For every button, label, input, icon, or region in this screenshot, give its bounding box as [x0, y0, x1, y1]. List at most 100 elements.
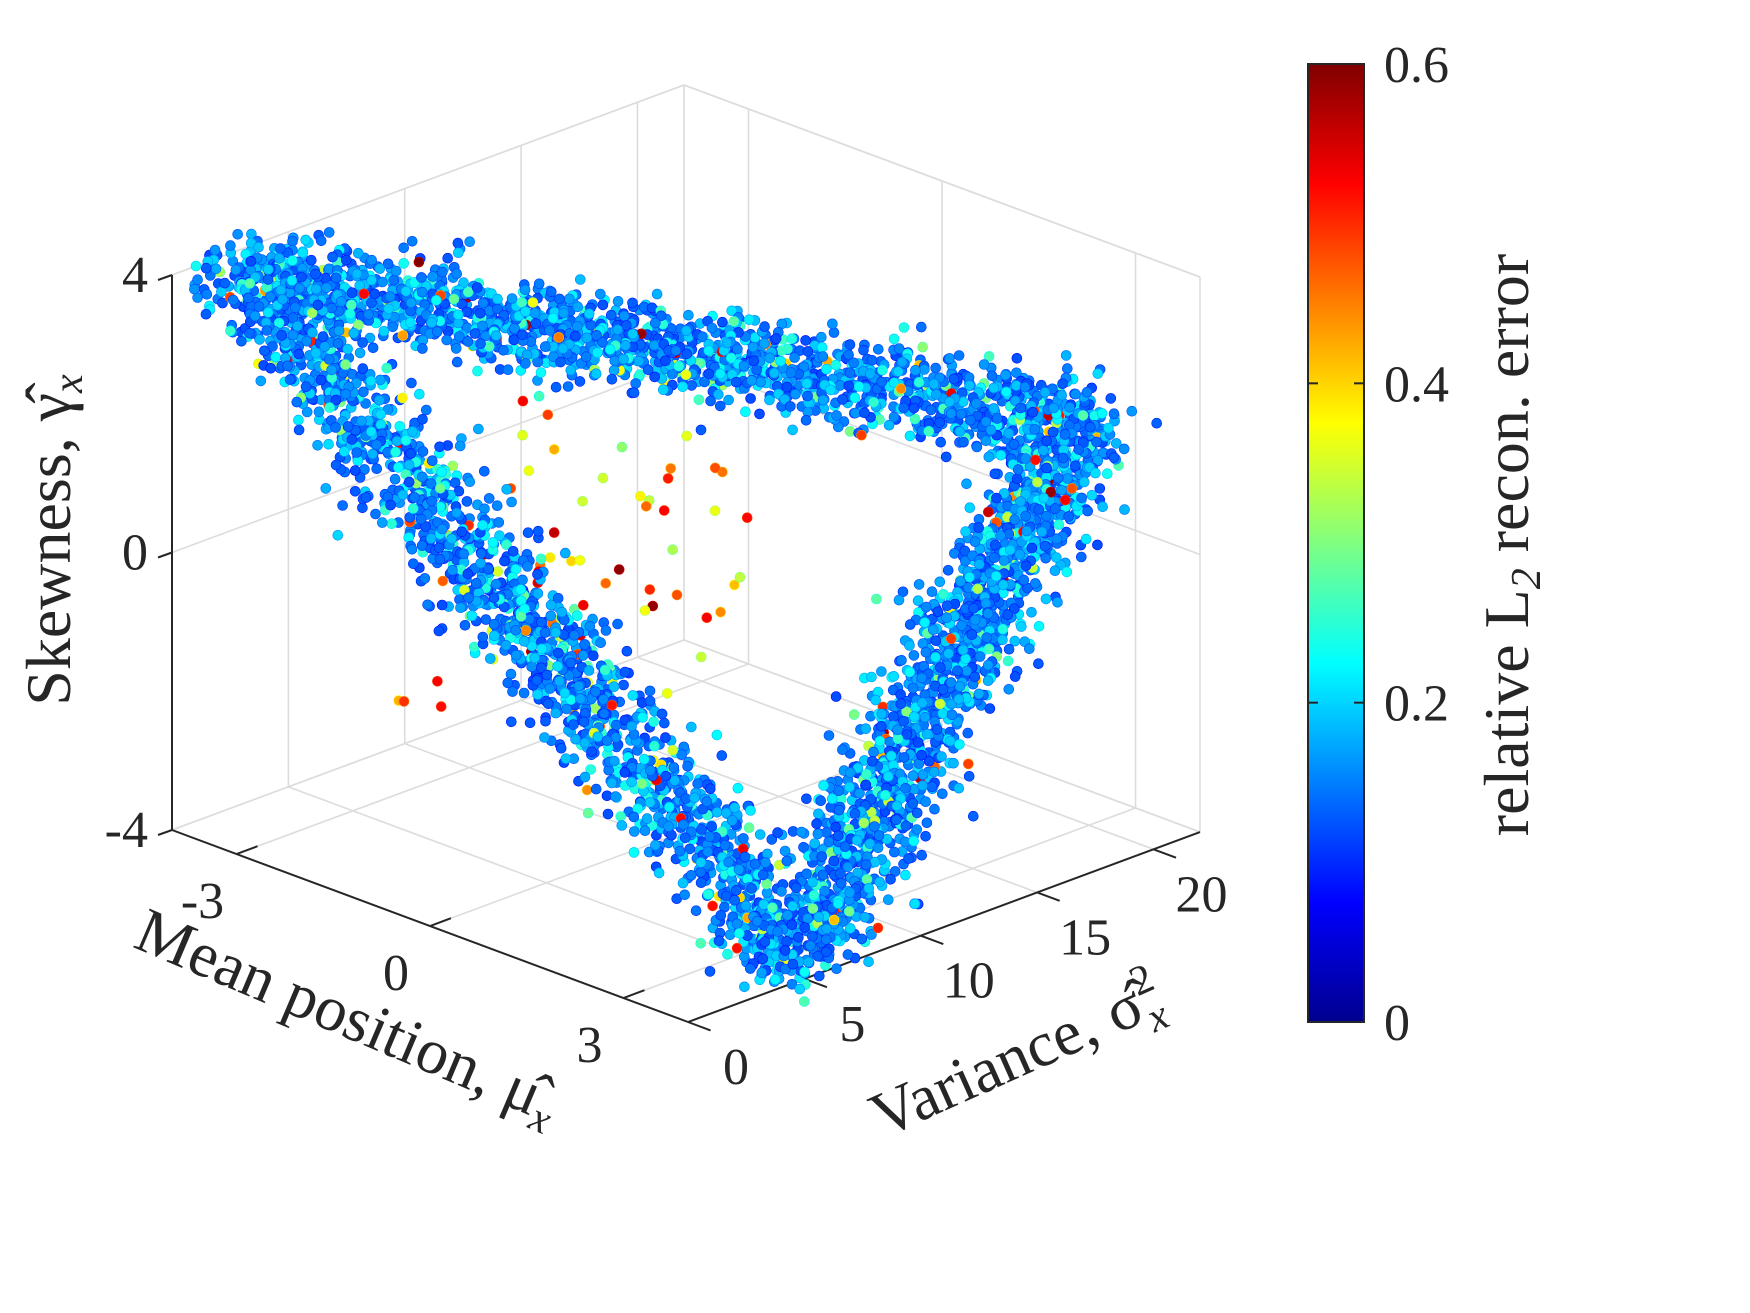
data-point: [535, 553, 547, 565]
data-point: [908, 650, 920, 661]
data-point: [536, 643, 548, 655]
data-point: [545, 599, 557, 611]
data-point: [839, 841, 851, 853]
data-point: [488, 592, 500, 604]
data-point: [779, 845, 791, 857]
data-point: [374, 263, 386, 274]
data-point: [435, 701, 447, 712]
data-point: [466, 610, 478, 622]
data-point: [568, 629, 580, 641]
data-point: [913, 579, 925, 590]
z-tick-0: [157, 829, 173, 836]
data-point: [800, 335, 811, 346]
data-point: [667, 544, 679, 556]
data-point: [1036, 526, 1048, 538]
data-point: [451, 507, 462, 519]
z-tick-1: [157, 551, 173, 559]
data-point: [400, 435, 412, 446]
data-point: [938, 588, 949, 600]
data-point: [929, 803, 940, 815]
data-point: [555, 356, 566, 368]
data-point: [618, 353, 629, 365]
data-point: [385, 499, 396, 511]
data-point: [352, 247, 364, 259]
data-point: [405, 317, 416, 328]
data-point: [373, 394, 385, 406]
data-point: [463, 592, 474, 604]
data-point: [747, 341, 759, 353]
data-point: [505, 668, 517, 680]
data-point: [382, 258, 394, 270]
data-point: [1056, 484, 1067, 496]
data-point: [597, 472, 609, 484]
data-point: [425, 533, 437, 544]
data-point: [327, 251, 338, 263]
data-point: [590, 368, 602, 380]
data-point: [892, 733, 904, 745]
data-point: [312, 439, 323, 451]
data-point: [978, 359, 990, 370]
data-point: [828, 327, 840, 338]
data-point: [703, 345, 715, 357]
data-point: [529, 307, 541, 319]
data-point: [904, 666, 916, 678]
data-point: [475, 557, 487, 569]
data-point: [1082, 505, 1093, 517]
data-point: [572, 301, 584, 313]
data-point: [796, 826, 807, 838]
data-point: [375, 408, 387, 420]
data-point: [293, 424, 305, 436]
data-point: [416, 540, 428, 551]
data-point: [898, 752, 910, 763]
data-point: [974, 651, 986, 662]
data-point: [505, 716, 517, 728]
data-point: [579, 737, 591, 749]
data-point: [536, 616, 547, 628]
data-point: [577, 650, 589, 661]
data-point: [844, 781, 855, 793]
data-point: [419, 573, 431, 584]
data-point: [963, 770, 975, 782]
data-point: [459, 619, 471, 631]
data-point: [874, 876, 885, 888]
data-point: [956, 620, 967, 631]
data-point: [319, 341, 331, 352]
data-point: [555, 742, 567, 754]
data-point: [344, 308, 356, 320]
data-point: [433, 542, 445, 554]
data-point: [849, 407, 861, 419]
data-point: [417, 413, 428, 425]
data-point: [1119, 504, 1130, 515]
data-point: [1026, 606, 1037, 618]
data-point: [397, 489, 409, 501]
data-point: [843, 380, 855, 392]
data-point: [817, 869, 829, 881]
data-point: [422, 599, 433, 611]
data-point: [461, 496, 473, 507]
data-point: [405, 448, 417, 459]
data-point: [340, 359, 351, 370]
data-point: [489, 630, 500, 642]
data-point: [190, 260, 202, 272]
data-point: [937, 684, 949, 695]
data-point: [1092, 539, 1103, 551]
data-point: [1097, 501, 1108, 513]
data-point: [879, 789, 891, 801]
data-point: [1015, 496, 1026, 507]
data-point: [398, 696, 410, 707]
data-point: [413, 256, 425, 268]
data-point: [637, 712, 648, 723]
data-point: [823, 836, 835, 848]
data-point: [875, 720, 887, 732]
data-point: [500, 639, 512, 651]
data-point: [451, 356, 463, 368]
data-point: [653, 867, 665, 879]
data-point: [890, 814, 902, 826]
data-point: [452, 247, 464, 258]
data-point: [437, 575, 449, 587]
data-point: [898, 322, 910, 333]
data-point: [590, 686, 601, 698]
data-point: [210, 263, 222, 275]
data-point: [801, 378, 813, 389]
